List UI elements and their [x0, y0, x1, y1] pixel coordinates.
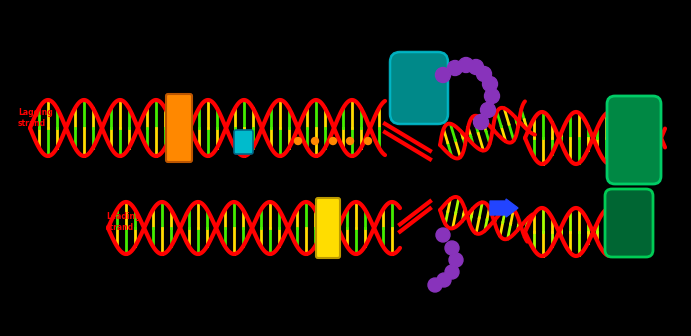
- Circle shape: [473, 115, 489, 129]
- Circle shape: [482, 77, 498, 91]
- FancyBboxPatch shape: [316, 198, 340, 258]
- FancyArrow shape: [490, 199, 518, 217]
- Circle shape: [480, 102, 495, 118]
- FancyBboxPatch shape: [166, 94, 192, 162]
- Text: Leading
strand: Leading strand: [106, 212, 140, 232]
- Circle shape: [294, 137, 301, 144]
- Circle shape: [468, 59, 484, 75]
- Circle shape: [448, 60, 462, 76]
- FancyBboxPatch shape: [607, 96, 661, 184]
- Circle shape: [428, 278, 442, 292]
- Text: Lagging
strand: Lagging strand: [18, 108, 53, 128]
- Circle shape: [312, 137, 319, 144]
- Circle shape: [449, 253, 463, 267]
- FancyBboxPatch shape: [234, 130, 253, 154]
- Circle shape: [477, 67, 491, 82]
- Circle shape: [436, 228, 450, 242]
- Circle shape: [364, 137, 372, 144]
- Circle shape: [346, 137, 354, 144]
- Circle shape: [459, 57, 473, 73]
- FancyBboxPatch shape: [605, 189, 653, 257]
- Circle shape: [330, 137, 337, 144]
- Circle shape: [445, 265, 459, 279]
- Circle shape: [435, 68, 451, 83]
- Circle shape: [445, 241, 459, 255]
- Circle shape: [437, 273, 451, 287]
- FancyBboxPatch shape: [390, 52, 448, 124]
- Circle shape: [484, 88, 500, 103]
